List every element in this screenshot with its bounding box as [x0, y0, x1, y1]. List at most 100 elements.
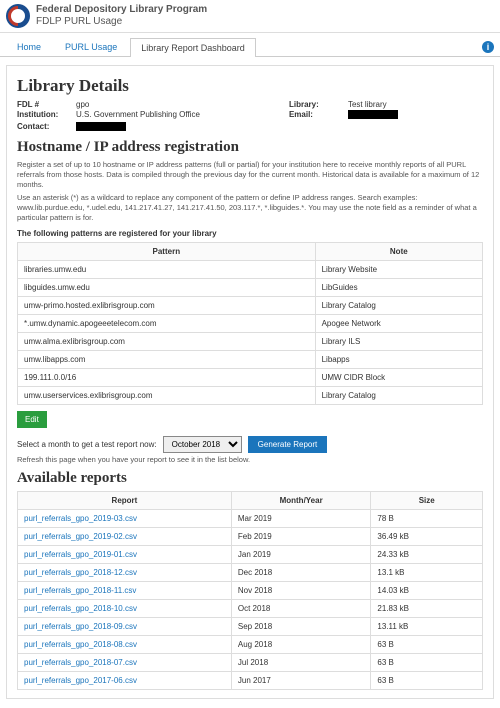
- reports-table: Report Month/Year Size purl_referrals_gp…: [17, 491, 483, 690]
- hostname-blurb-2: Use an asterisk (*) as a wildcard to rep…: [17, 193, 483, 222]
- table-row: umw.libapps.comLibapps: [18, 350, 483, 368]
- report-cell: purl_referrals_gpo_2018-09.csv: [18, 617, 232, 635]
- header-title: Federal Depository Library Program: [36, 4, 207, 16]
- report-link[interactable]: purl_referrals_gpo_2018-07.csv: [24, 658, 137, 667]
- size-cell: 14.03 kB: [371, 581, 483, 599]
- col-month: Month/Year: [231, 491, 371, 509]
- pattern-cell: umw-primo.hosted.exlibrisgroup.com: [18, 296, 316, 314]
- table-row: purl_referrals_gpo_2018-12.csv Dec 201813…: [18, 563, 483, 581]
- size-cell: 21.83 kB: [371, 599, 483, 617]
- report-cell: purl_referrals_gpo_2018-10.csv: [18, 599, 232, 617]
- size-cell: 78 B: [371, 509, 483, 527]
- size-cell: 63 B: [371, 635, 483, 653]
- contact-value: [76, 122, 285, 133]
- report-link[interactable]: purl_referrals_gpo_2018-12.csv: [24, 568, 137, 577]
- app-header: Federal Depository Library Program FDLP …: [0, 0, 500, 33]
- email-value: [348, 110, 483, 121]
- fdlp-logo-icon: [6, 4, 30, 28]
- report-link[interactable]: purl_referrals_gpo_2018-10.csv: [24, 604, 137, 613]
- month-cell: Oct 2018: [231, 599, 371, 617]
- report-cell: purl_referrals_gpo_2019-01.csv: [18, 545, 232, 563]
- note-cell: Library ILS: [315, 332, 482, 350]
- pattern-cell: libraries.umw.edu: [18, 260, 316, 278]
- table-row: purl_referrals_gpo_2019-02.csv Feb 201936…: [18, 527, 483, 545]
- table-row: purl_referrals_gpo_2019-01.csv Jan 201924…: [18, 545, 483, 563]
- edit-button[interactable]: Edit: [17, 411, 47, 428]
- institution-label: Institution:: [17, 110, 72, 121]
- pattern-cell: *.umw.dynamic.apogeeetelecom.com: [18, 314, 316, 332]
- tab-home[interactable]: Home: [6, 37, 52, 56]
- report-cell: purl_referrals_gpo_2018-07.csv: [18, 653, 232, 671]
- table-row: purl_referrals_gpo_2018-07.csvJul 201863…: [18, 653, 483, 671]
- note-cell: Library Catalog: [315, 386, 482, 404]
- month-cell: Dec 2018: [231, 563, 371, 581]
- note-cell: Libapps: [315, 350, 482, 368]
- library-details-heading: Library Details: [17, 76, 483, 96]
- month-cell: Feb 2019: [231, 527, 371, 545]
- table-row: purl_referrals_gpo_2018-11.csv Nov 201814…: [18, 581, 483, 599]
- institution-value: U.S. Government Publishing Office: [76, 110, 285, 121]
- pattern-cell: umw.userservices.exlibrisgroup.com: [18, 386, 316, 404]
- generate-report-button[interactable]: Generate Report: [248, 436, 328, 453]
- tab-purl-usage[interactable]: PURL Usage: [54, 37, 128, 56]
- col-pattern: Pattern: [18, 242, 316, 260]
- report-link[interactable]: purl_referrals_gpo_2018-09.csv: [24, 622, 137, 631]
- generate-row: Select a month to get a test report now:…: [17, 436, 483, 453]
- size-cell: 13.1 kB: [371, 563, 483, 581]
- report-link[interactable]: purl_referrals_gpo_2019-03.csv: [24, 514, 137, 523]
- size-cell: 63 B: [371, 653, 483, 671]
- report-link[interactable]: purl_referrals_gpo_2019-01.csv: [24, 550, 137, 559]
- col-note: Note: [315, 242, 482, 260]
- refresh-hint: Refresh this page when you have your rep…: [17, 455, 483, 464]
- note-cell: Library Website: [315, 260, 482, 278]
- fdl-value: gpo: [76, 100, 285, 109]
- table-row: purl_referrals_gpo_2017-06.csv Jun 201763…: [18, 671, 483, 689]
- report-link[interactable]: purl_referrals_gpo_2018-11.csv: [24, 586, 136, 595]
- info-icon[interactable]: i: [482, 41, 494, 53]
- report-cell: purl_referrals_gpo_2019-03.csv: [18, 509, 232, 527]
- col-size: Size: [371, 491, 483, 509]
- report-cell: purl_referrals_gpo_2017-06.csv: [18, 671, 232, 689]
- select-month-prompt: Select a month to get a test report now:: [17, 440, 157, 449]
- report-cell: purl_referrals_gpo_2018-11.csv: [18, 581, 232, 599]
- report-cell: purl_referrals_gpo_2018-12.csv: [18, 563, 232, 581]
- pattern-cell: libguides.umw.edu: [18, 278, 316, 296]
- size-cell: 63 B: [371, 671, 483, 689]
- table-row: purl_referrals_gpo_2019-03.csvMar 201978…: [18, 509, 483, 527]
- report-link[interactable]: purl_referrals_gpo_2017-06.csv: [24, 676, 137, 685]
- table-row: purl_referrals_gpo_2018-09.csvSep 201813…: [18, 617, 483, 635]
- report-cell: purl_referrals_gpo_2019-02.csv: [18, 527, 232, 545]
- note-cell: UMW CIDR Block: [315, 368, 482, 386]
- month-cell: Jun 2017: [231, 671, 371, 689]
- table-row: umw.userservices.exlibrisgroup.comLibrar…: [18, 386, 483, 404]
- tab-library-report-dashboard[interactable]: Library Report Dashboard: [130, 38, 256, 57]
- size-cell: 24.33 kB: [371, 545, 483, 563]
- report-link[interactable]: purl_referrals_gpo_2019-02.csv: [24, 532, 137, 541]
- note-cell: Apogee Network: [315, 314, 482, 332]
- table-row: libraries.umw.eduLibrary Website: [18, 260, 483, 278]
- pattern-cell: umw.alma.exlibrisgroup.com: [18, 332, 316, 350]
- patterns-table: Pattern Note libraries.umw.eduLibrary We…: [17, 242, 483, 405]
- table-row: 199.111.0.0/16UMW CIDR Block: [18, 368, 483, 386]
- nav-tabs: Home PURL Usage Library Report Dashboard…: [0, 33, 500, 57]
- month-cell: Nov 2018: [231, 581, 371, 599]
- hostname-heading: Hostname / IP address registration: [17, 139, 483, 156]
- month-cell: Jan 2019: [231, 545, 371, 563]
- header-titles: Federal Depository Library Program FDLP …: [36, 4, 207, 28]
- email-label: Email:: [289, 110, 344, 121]
- hostname-blurb-1: Register a set of up to 10 hostname or I…: [17, 160, 483, 189]
- note-cell: LibGuides: [315, 278, 482, 296]
- month-cell: Sep 2018: [231, 617, 371, 635]
- available-reports-heading: Available reports: [17, 470, 483, 487]
- month-cell: Aug 2018: [231, 635, 371, 653]
- table-row: purl_referrals_gpo_2018-08.csv Aug 201863…: [18, 635, 483, 653]
- library-details-grid: FDL # gpo Library: Test library Institut…: [17, 100, 483, 133]
- table-row: *.umw.dynamic.apogeeetelecom.comApogee N…: [18, 314, 483, 332]
- header-subtitle: FDLP PURL Usage: [36, 16, 207, 28]
- report-link[interactable]: purl_referrals_gpo_2018-08.csv: [24, 640, 137, 649]
- table-row: umw.alma.exlibrisgroup.comLibrary ILS: [18, 332, 483, 350]
- month-select[interactable]: October 2018: [163, 436, 242, 453]
- size-cell: 36.49 kB: [371, 527, 483, 545]
- table-row: umw-primo.hosted.exlibrisgroup.comLibrar…: [18, 296, 483, 314]
- table-row: purl_referrals_gpo_2018-10.csv Oct 201821…: [18, 599, 483, 617]
